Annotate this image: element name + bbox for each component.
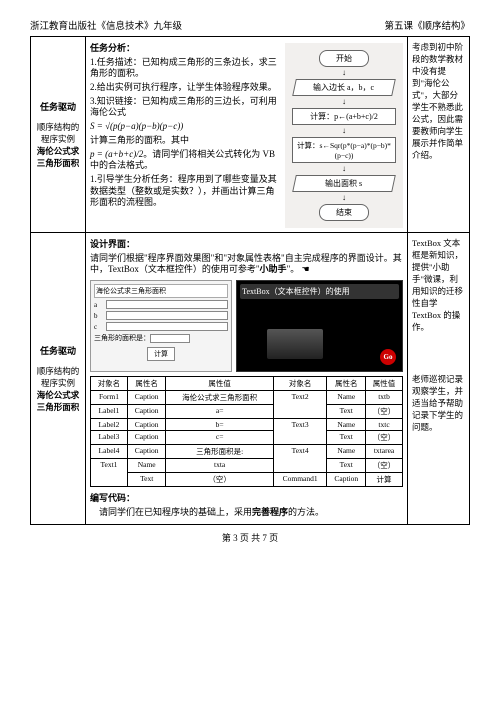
code-text: 请同学们在已知程序块的基础上，采用完善程序的方法。 xyxy=(90,507,403,519)
note2b: 老师巡视记录观察学生，并适当给予帮助记录下学生的问题。 xyxy=(412,373,465,433)
note2a: TextBox 文本框是新知识，提供"小助手"微课，利用知识的迁移性自学 Tex… xyxy=(412,237,465,333)
task-label: 任务驱动 xyxy=(35,100,81,113)
note1: 考虑到初中阶段的数学教材中没有提到"海伦公式"，大部分学生不熟悉此公式，因此需要… xyxy=(412,41,465,161)
vb-logo-icon xyxy=(267,329,323,359)
input-area[interactable] xyxy=(150,334,190,343)
table-row: Text（空）Command1Caption计算 xyxy=(91,473,403,487)
task-sub: 顺序结构的程序实例 xyxy=(35,121,81,145)
task-label2: 任务驱动 xyxy=(35,344,81,357)
task-sub2: 海伦公式求三角形面积 xyxy=(35,145,81,169)
formula2: p = (a+b+c)/2 xyxy=(90,149,143,159)
design-text: 请同学们根据"程序界面效果图"和"对象属性表格"自主完成程序的界面设计。其中，T… xyxy=(90,253,403,276)
table-row: Label2Captionb=Text3Nametxtc xyxy=(91,419,403,431)
code-title: 编写代码： xyxy=(90,493,403,505)
note-cell-1: 考虑到初中阶段的数学教材中没有提到"海伦公式"，大部分学生不熟悉此公式，因此需要… xyxy=(408,37,470,233)
go-button[interactable]: Go xyxy=(380,349,396,365)
form-title: 海伦公式求三角形面积 xyxy=(94,284,228,298)
flowchart: 开始 ↓ 输入边长 a，b，c ↓ 计算：p←(a+b+c)/2 ↓ 计算：s←… xyxy=(285,43,403,228)
video-title: TextBox（文本框控件）的使用 xyxy=(240,284,399,299)
design-title: 设计界面： xyxy=(90,239,403,251)
calc-button[interactable]: 计算 xyxy=(147,347,175,361)
task-cell-1: 任务驱动 顺序结构的程序实例 海伦公式求三角形面积 xyxy=(31,37,86,233)
page-header: 浙江教育出版社《信息技术》九年级 第五课《顺序结构》 xyxy=(30,18,470,32)
page-footer: 第 3 页 共 7 页 xyxy=(30,531,470,544)
table-row: Label4Caption三角形面积是:Text4Nametxtarea xyxy=(91,445,403,459)
input-a[interactable] xyxy=(106,300,228,309)
task-sub4: 海伦公式求三角形面积 xyxy=(35,389,81,413)
header-right: 第五课《顺序结构》 xyxy=(384,18,470,32)
content-cell-2: 设计界面： 请同学们根据"程序界面效果图"和"对象属性表格"自主完成程序的界面设… xyxy=(86,233,408,525)
table-row: Label3Captionc=Text（空） xyxy=(91,431,403,445)
header-left: 浙江教育出版社《信息技术》九年级 xyxy=(30,18,182,32)
flow-end: 结束 xyxy=(319,204,369,221)
flow-output: 输出面积 s xyxy=(292,175,396,192)
content-cell-1: 开始 ↓ 输入边长 a，b，c ↓ 计算：p←(a+b+c)/2 ↓ 计算：s←… xyxy=(86,37,408,233)
table-header-row: 对象名 属性名 属性值 对象名 属性名 属性值 xyxy=(91,377,403,391)
note-cell-2: TextBox 文本框是新知识，提供"小助手"微课，利用知识的迁移性自学 Tex… xyxy=(408,233,470,525)
flow-start: 开始 xyxy=(319,50,369,67)
flow-calc2: 计算：s←Sqr(p*(p−a)*(p−b)*(p−c)) xyxy=(292,137,396,163)
pointer-icon: ☚ xyxy=(302,264,310,274)
video-thumbnail[interactable]: TextBox（文本框控件）的使用 Go xyxy=(236,280,403,372)
table-row: Label1Captiona=Text（空） xyxy=(91,405,403,419)
flow-calc1: 计算：p←(a+b+c)/2 xyxy=(292,108,396,125)
table-row: Text1NametxtaText（空） xyxy=(91,459,403,473)
flow-input: 输入边长 a，b，c xyxy=(292,79,396,96)
property-table: 对象名 属性名 属性值 对象名 属性名 属性值 Form1Caption海伦公式… xyxy=(90,376,403,487)
task-sub3: 顺序结构的程序实例 xyxy=(35,365,81,389)
input-b[interactable] xyxy=(106,311,228,320)
input-c[interactable] xyxy=(106,322,228,331)
table-row: Form1Caption海伦公式求三角形面积Text2Nametxtb xyxy=(91,391,403,405)
task-cell-2: 任务驱动 顺序结构的程序实例 海伦公式求三角形面积 xyxy=(31,233,86,525)
form-mockup: 海伦公式求三角形面积 a b c 三角形的面积是： 计算 xyxy=(90,280,232,372)
lesson-table: 任务驱动 顺序结构的程序实例 海伦公式求三角形面积 开始 ↓ 输入边长 a，b，… xyxy=(30,36,470,525)
